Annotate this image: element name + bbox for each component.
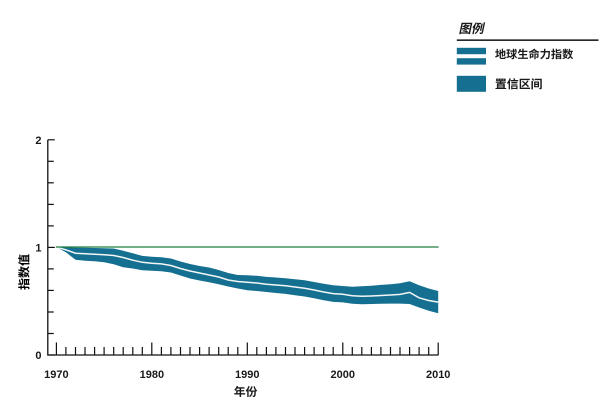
svg-text:1990: 1990 xyxy=(235,369,259,381)
svg-text:0: 0 xyxy=(35,350,41,362)
svg-text:2: 2 xyxy=(35,135,41,147)
svg-text:1980: 1980 xyxy=(140,369,164,381)
svg-text:1: 1 xyxy=(35,242,41,254)
svg-text:2010: 2010 xyxy=(426,369,450,381)
svg-text:2000: 2000 xyxy=(331,369,355,381)
svg-text:1970: 1970 xyxy=(44,369,68,381)
